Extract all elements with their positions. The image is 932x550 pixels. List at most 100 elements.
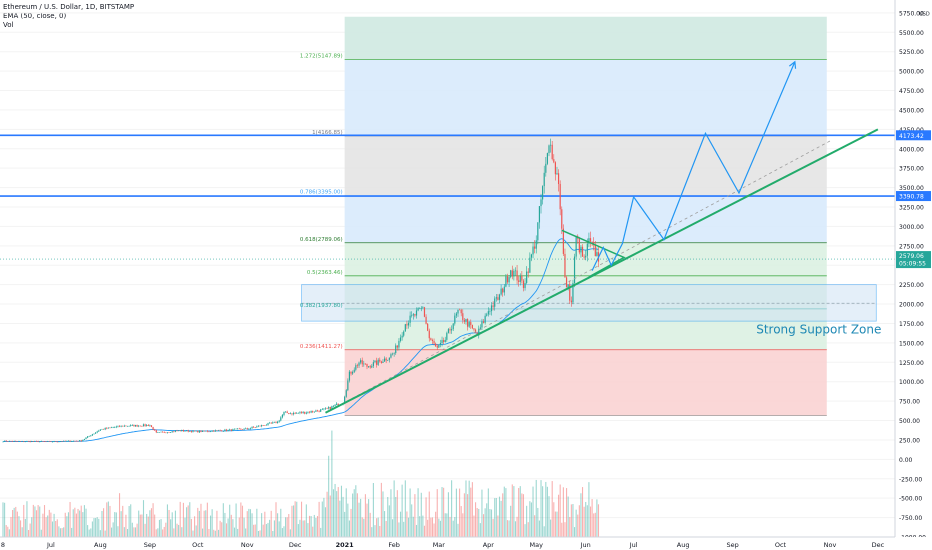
volume-bar	[150, 508, 153, 537]
plot-area	[0, 12, 895, 537]
triangle-pattern	[561, 229, 626, 278]
volume-bar	[277, 513, 279, 537]
volume-bar	[339, 500, 341, 537]
candle-body	[42, 441, 44, 442]
candle-body	[379, 359, 381, 362]
volume-bar	[444, 513, 446, 537]
candle-body	[489, 311, 491, 312]
candle-body	[495, 297, 497, 299]
volume-bar	[144, 523, 146, 537]
volume-bar	[518, 488, 520, 537]
candle-body	[198, 430, 200, 433]
volume-bar	[24, 518, 26, 537]
candle-body	[35, 441, 38, 442]
volume-bar	[103, 508, 105, 537]
candle-body	[559, 183, 561, 210]
candle-body	[264, 425, 266, 426]
candle-body	[45, 441, 47, 443]
volume-bar	[551, 481, 553, 537]
volume-bar	[379, 525, 381, 537]
volume-bar	[134, 527, 137, 537]
candle-body	[112, 427, 114, 429]
candle-body	[409, 315, 411, 323]
volume-bar	[345, 488, 347, 537]
candle-body	[358, 362, 360, 366]
candle-body	[170, 432, 172, 433]
candle-body	[254, 427, 256, 428]
volume-bar	[158, 519, 161, 537]
volume-bar	[299, 519, 301, 537]
volume-bar	[363, 518, 365, 537]
volume-bar	[530, 502, 532, 537]
volume-bar	[462, 513, 464, 537]
volume-bar	[492, 518, 494, 537]
candle-body	[530, 254, 533, 258]
volume-bar	[174, 510, 176, 537]
volume-bar	[352, 493, 354, 537]
volume-bar	[112, 522, 114, 537]
price-tick: 1000.00	[899, 379, 924, 386]
volume-bar	[471, 482, 473, 537]
volume-bar	[168, 509, 170, 537]
volume-bar	[561, 522, 563, 537]
candle-body	[557, 173, 560, 184]
candle-body	[176, 430, 178, 432]
volume-bar	[423, 525, 426, 537]
volume-bar	[261, 513, 263, 537]
volume-bar	[278, 521, 280, 537]
candle-body	[350, 371, 352, 374]
volume-bar	[4, 502, 6, 537]
volume-bar	[384, 511, 386, 537]
volume-bar	[190, 518, 192, 537]
volume-bar	[401, 484, 403, 537]
candle-body	[511, 270, 513, 277]
candle-body	[526, 271, 528, 283]
price-tick: -500.00	[899, 496, 922, 503]
volume-bar	[91, 521, 93, 537]
time-tick: Apr	[483, 541, 495, 549]
volume-bar	[597, 504, 600, 537]
volume-bar	[130, 504, 132, 537]
candle-body	[101, 428, 103, 430]
volume-bar	[361, 517, 363, 537]
candle-body	[344, 396, 346, 404]
candle-body	[471, 324, 473, 329]
candle-body	[535, 240, 537, 249]
candle-body	[516, 270, 518, 281]
volume-bar	[387, 497, 389, 537]
volume-bar	[548, 496, 550, 537]
candle-body	[292, 412, 295, 415]
volume-bar	[305, 504, 307, 537]
candle-body	[366, 363, 368, 367]
time-axis-bg	[0, 537, 932, 550]
candle-body	[506, 276, 509, 283]
candle-body	[498, 294, 501, 300]
volume-bar	[75, 513, 77, 537]
volume-bar	[344, 511, 346, 537]
volume-bar	[233, 527, 236, 537]
time-tick: 2021	[336, 541, 355, 549]
volume-bar	[546, 486, 548, 537]
candle-body	[209, 431, 212, 433]
volume-bar	[262, 524, 264, 537]
candle-body	[438, 344, 440, 348]
volume-bar	[360, 498, 362, 537]
candle-body	[74, 440, 76, 442]
volume-bar	[136, 523, 138, 537]
volume-bar	[51, 521, 54, 537]
volume-bar	[443, 487, 445, 537]
volume-bar	[48, 509, 50, 537]
candle-body	[278, 420, 280, 422]
time-tick: Feb	[388, 541, 400, 549]
volume-bar	[256, 508, 258, 537]
candle-body	[546, 153, 549, 164]
price-tick: 0.00	[899, 457, 913, 464]
volume-bar	[538, 520, 540, 537]
candle-body	[106, 427, 108, 429]
volume-bar	[522, 494, 525, 537]
candle-body	[431, 339, 434, 342]
volume-bar	[380, 482, 382, 537]
price-tag-label: 4173.42	[899, 133, 924, 140]
candle-body	[213, 430, 215, 432]
